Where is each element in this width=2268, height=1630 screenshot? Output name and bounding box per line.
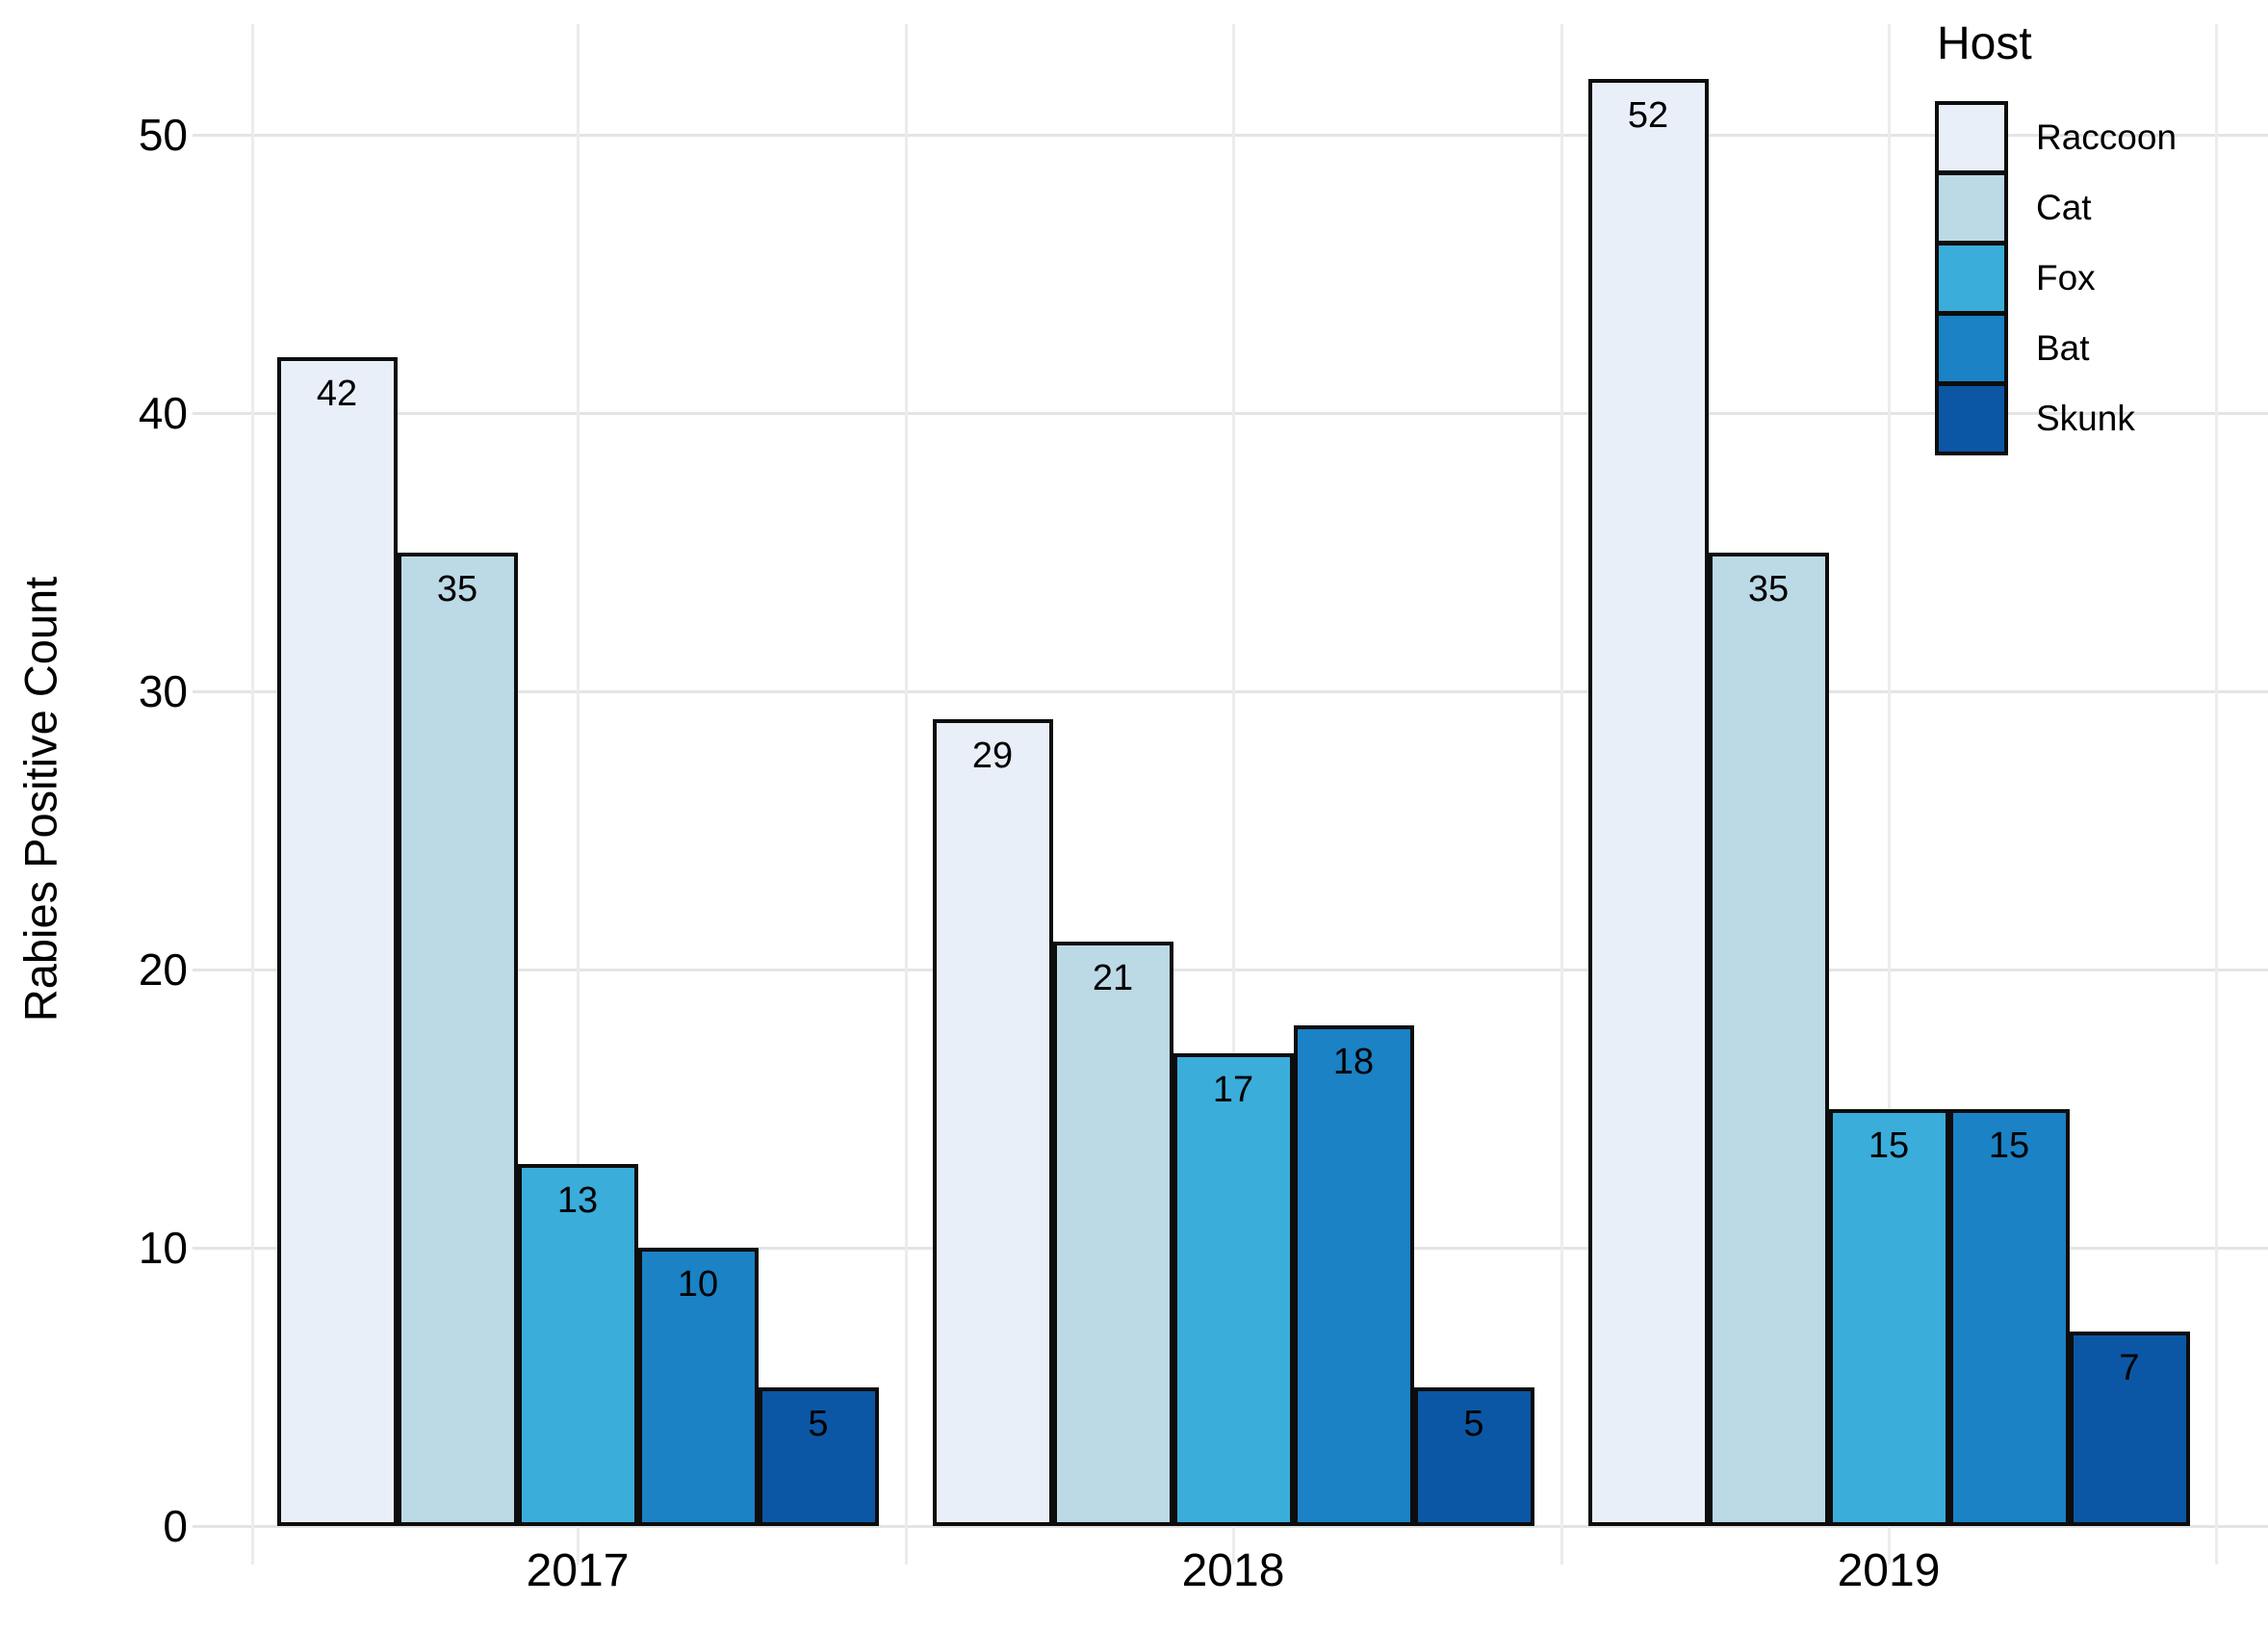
bar-value-label: 21 <box>1092 958 1134 999</box>
bar-fox-2019 <box>1828 1108 1949 1526</box>
bar-bat-2017 <box>637 1248 759 1526</box>
bar-raccoon-2019 <box>1587 79 1709 1526</box>
y-tick-label: 10 <box>138 1223 188 1273</box>
bar-value-label: 15 <box>1988 1125 2030 1166</box>
y-gridline <box>193 1524 2268 1528</box>
bar-value-label: 7 <box>2119 1347 2140 1388</box>
bar-value-label: 35 <box>1747 568 1790 609</box>
bar-fox-2017 <box>517 1164 638 1526</box>
bar-value-label: 13 <box>556 1180 599 1222</box>
y-tick-label: 20 <box>138 944 188 995</box>
bar-fox-2018 <box>1173 1052 1294 1526</box>
legend-swatch-fox <box>1935 242 2008 315</box>
legend-label-skunk: Skunk <box>2036 399 2135 438</box>
legend-swatch-raccoon <box>1935 101 2008 174</box>
bar-value-label: 17 <box>1212 1069 1254 1110</box>
bar-cat-2019 <box>1708 552 1829 1526</box>
bar-value-label: 15 <box>1868 1125 1910 1166</box>
bar-value-label: 5 <box>1463 1403 1484 1444</box>
x-tick-label: 2017 <box>526 1545 630 1596</box>
bar-skunk-2017 <box>758 1386 879 1526</box>
y-tick-label: 0 <box>163 1501 188 1551</box>
x-gridline <box>1887 24 1891 1565</box>
y-gridline <box>193 968 2268 971</box>
bar-value-label: 29 <box>971 735 1014 776</box>
y-gridline <box>193 411 2268 415</box>
x-gridline <box>904 24 908 1565</box>
bar-value-label: 18 <box>1332 1041 1375 1082</box>
bar-bat-2018 <box>1293 1024 1414 1526</box>
x-tick-label: 2018 <box>1181 1545 1285 1596</box>
bar-raccoon-2017 <box>276 357 398 1526</box>
legend-label-fox: Fox <box>2036 258 2096 298</box>
x-tick-label: 2019 <box>1837 1545 1941 1596</box>
bar-skunk-2018 <box>1413 1386 1534 1526</box>
legend-label-cat: Cat <box>2036 188 2092 227</box>
x-gridline <box>1559 24 1563 1565</box>
bar-value-label: 10 <box>677 1264 719 1305</box>
bar-value-label: 5 <box>808 1403 829 1444</box>
legend-title: Host <box>1937 18 2032 69</box>
x-gridline <box>576 24 580 1565</box>
legend-label-bat: Bat <box>2036 328 2090 368</box>
bar-raccoon-2018 <box>932 718 1053 1526</box>
bar-value-label: 42 <box>316 374 358 415</box>
legend-swatch-bat <box>1935 312 2008 385</box>
legend-swatch-skunk <box>1935 382 2008 455</box>
y-tick-label: 40 <box>138 388 188 438</box>
y-tick-label: 50 <box>138 110 188 160</box>
bar-value-label: 52 <box>1627 95 1669 137</box>
x-gridline <box>250 24 254 1565</box>
bar-value-label: 35 <box>436 568 478 609</box>
bar-bat-2019 <box>1948 1108 2070 1526</box>
bar-cat-2018 <box>1052 942 1173 1526</box>
legend-label-raccoon: Raccoon <box>2036 117 2178 157</box>
bar-cat-2017 <box>397 552 518 1526</box>
y-gridline <box>193 689 2268 693</box>
y-gridline <box>193 133 2268 137</box>
legend-swatch-cat <box>1935 171 2008 245</box>
x-gridline <box>1231 24 1235 1565</box>
y-tick-label: 30 <box>138 666 188 716</box>
bar-skunk-2019 <box>2069 1331 2190 1526</box>
x-gridline <box>2214 24 2218 1565</box>
